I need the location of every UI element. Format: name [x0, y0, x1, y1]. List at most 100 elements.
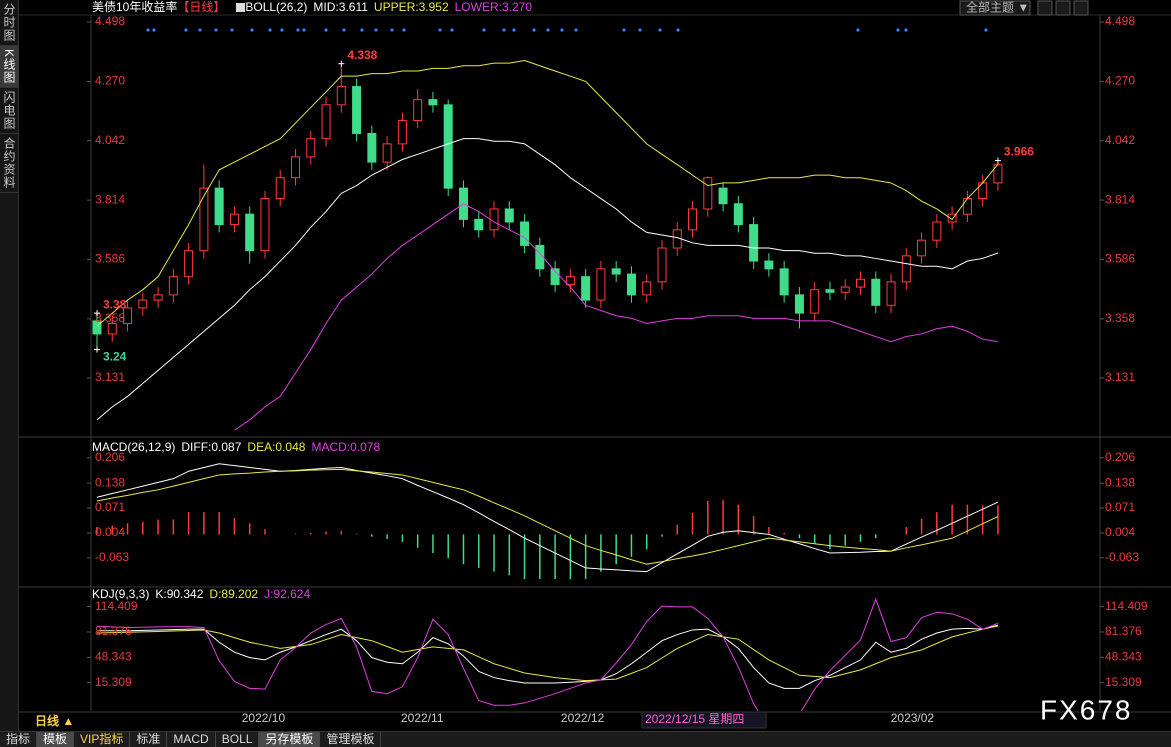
indicator-icon: [236, 3, 245, 12]
legend-name: DEA:: [247, 440, 275, 454]
event-dot: [250, 28, 254, 32]
candle-body: [199, 187, 209, 252]
y-tick-label: 0.206: [1105, 450, 1135, 464]
event-dot: [302, 28, 306, 32]
bottom-tab[interactable]: 指标: [0, 732, 38, 747]
indicator-line: [96, 138, 999, 421]
event-dot: [450, 28, 454, 32]
panel-header: MACD(26,12,9) DIFF:0.087 DEA:0.048 MACD:0.0…: [92, 440, 380, 454]
theme-button-label[interactable]: 全部主题 ▼: [966, 0, 1029, 15]
extreme-label: 4.338: [347, 48, 377, 62]
event-dot: [268, 28, 272, 32]
extreme-label: 3.966: [1004, 145, 1034, 159]
event-dot: [280, 28, 284, 32]
candle-body: [565, 276, 575, 285]
bottom-tab[interactable]: 模板: [37, 732, 75, 747]
candle-body: [352, 86, 362, 134]
candle-body: [840, 286, 850, 293]
x-tick-label: 2022/11: [401, 711, 444, 725]
indicator-line: [234, 203, 999, 431]
candle-body: [810, 289, 820, 314]
y-tick-label: 15.309: [95, 675, 132, 689]
toolbar-icon[interactable]: [1055, 0, 1071, 16]
bottom-tab[interactable]: VIP指标: [74, 732, 131, 747]
period-button[interactable]: 日线 ▲: [35, 713, 74, 728]
event-dot: [230, 28, 234, 32]
event-dot: [856, 28, 860, 32]
panel-plot: [96, 463, 999, 580]
y-tick-label: 4.270: [95, 74, 125, 88]
candle-body: [718, 187, 728, 205]
candle-body: [367, 132, 377, 163]
candle-body: [886, 281, 896, 306]
extreme-label: 3.24: [103, 350, 127, 364]
event-dot: [574, 28, 578, 32]
candle-body: [275, 177, 285, 200]
candle-body: [504, 208, 514, 223]
y-tick-label: 0.071: [1105, 500, 1135, 514]
candle-body: [168, 276, 178, 296]
side-tab[interactable]: K线图: [0, 46, 18, 89]
candle-body: [688, 208, 698, 231]
theme-button[interactable]: [959, 0, 1031, 16]
toolbar-icon[interactable]: [1037, 0, 1053, 16]
candle-body: [581, 276, 591, 301]
indicator-line: [96, 597, 999, 711]
side-tab[interactable]: 分时图: [0, 0, 18, 46]
bottom-tab[interactable]: 另存模板: [259, 732, 321, 747]
bottom-tab[interactable]: 管理模板: [320, 732, 382, 747]
legend-name: J:: [264, 587, 273, 601]
legend-value: 0.048: [275, 440, 305, 454]
event-dot: [658, 28, 662, 32]
side-tab[interactable]: 合约资料: [0, 134, 18, 194]
bottom-tab[interactable]: BOLL: [216, 732, 260, 747]
candle-body: [123, 307, 133, 325]
y-tick-label: 3.814: [1105, 192, 1135, 206]
event-dot: [638, 28, 642, 32]
candle-body: [382, 143, 392, 163]
side-tabs: 分时图 K线图 闪电图 合约资料: [0, 0, 19, 731]
event-dot: [374, 28, 378, 32]
legend-name: D:: [209, 587, 221, 601]
legend-name: DIFF:: [181, 440, 211, 454]
event-dot: [342, 28, 346, 32]
candle-body: [92, 320, 102, 335]
panel-plot: [96, 597, 999, 711]
candle-body: [138, 299, 148, 309]
candle-body: [397, 119, 407, 145]
candle-body: [932, 221, 942, 241]
candle-body: [642, 281, 652, 296]
event-dot: [560, 28, 564, 32]
bottom-tab[interactable]: MACD: [167, 732, 216, 747]
candle-body: [779, 268, 789, 296]
candle-body: [336, 86, 346, 106]
candle-body: [229, 213, 239, 226]
side-tab[interactable]: 闪电图: [0, 88, 18, 135]
candle-body: [413, 99, 423, 121]
legend-name: MID:: [313, 0, 338, 14]
toolbar-icon[interactable]: [1073, 0, 1089, 16]
legend-value: 3.952: [419, 0, 449, 14]
candle-body: [550, 268, 560, 285]
indicator-line: [96, 463, 999, 573]
y-tick-label: 0.138: [1105, 475, 1135, 489]
indicator-line: [96, 60, 999, 327]
event-dot: [502, 28, 506, 32]
y-tick-label: 81.376: [95, 624, 132, 638]
candle-body: [474, 218, 484, 231]
event-dot: [184, 28, 188, 32]
panel-plot: [92, 60, 1003, 431]
y-tick-label: 3.131: [95, 370, 125, 384]
event-dot: [622, 28, 626, 32]
event-dot: [296, 28, 300, 32]
y-tick-label: -0.063: [1105, 550, 1139, 564]
candle-body: [260, 198, 270, 252]
y-tick-label: 3.586: [1105, 252, 1135, 266]
y-tick-label: 48.343: [95, 650, 132, 664]
legend-value: 92.624: [273, 587, 310, 601]
bottom-tab[interactable]: 标准: [130, 732, 168, 747]
candle-body: [428, 99, 438, 106]
watermark: FX678: [1040, 694, 1133, 725]
y-tick-label: 0.004: [1105, 525, 1135, 539]
y-tick-label: 4.498: [95, 14, 125, 28]
